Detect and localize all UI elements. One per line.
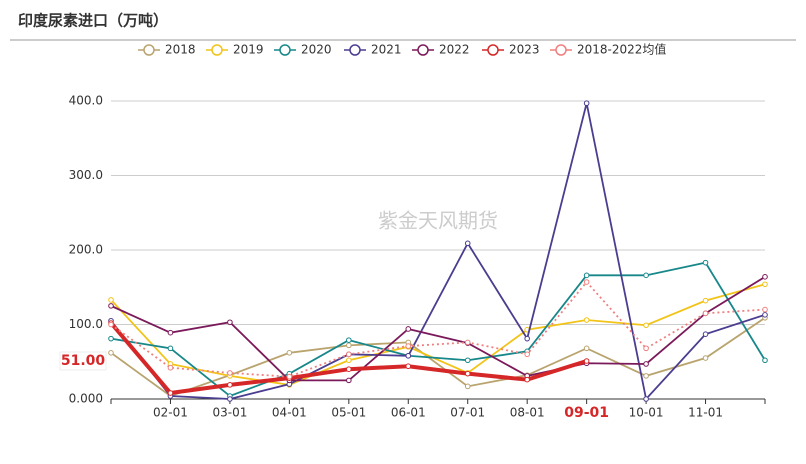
point (405, 343, 412, 349)
point (405, 363, 412, 370)
point (108, 303, 114, 309)
point (167, 329, 174, 336)
point (583, 279, 590, 285)
series-line (110, 283, 766, 386)
legend-marker (211, 44, 223, 56)
point (346, 357, 352, 364)
point (405, 352, 412, 359)
legend-label: 2018 (165, 43, 196, 57)
legend-label: 2022 (439, 43, 470, 57)
x-tick-label: 10-01 (629, 406, 664, 420)
point (167, 390, 174, 396)
point (702, 310, 709, 317)
point (346, 351, 352, 358)
marker-box (59, 351, 107, 371)
point (583, 317, 590, 323)
point (167, 345, 174, 352)
x-tick-label: 07-01 (450, 406, 485, 420)
point (108, 297, 114, 303)
legend-label: 2023 (509, 43, 540, 57)
point (524, 335, 530, 342)
point (762, 306, 768, 313)
point (524, 351, 530, 358)
chart-title: 印度尿素进口（万吨） (18, 12, 168, 30)
legend-label: 2021 (371, 43, 402, 57)
point (405, 326, 412, 332)
point (464, 339, 471, 346)
x-tick-label: 03-01 (212, 406, 247, 420)
point (346, 377, 352, 384)
point (702, 297, 709, 304)
point (583, 272, 590, 279)
point (643, 361, 649, 367)
point (762, 274, 768, 280)
legend-marker (143, 44, 155, 56)
x-tick-label: 08-01 (510, 406, 545, 420)
legend-label: 2020 (301, 43, 332, 57)
x-tick-label: 11-01 (688, 406, 723, 420)
y-tick-label: 100.0 (69, 317, 103, 331)
legend-marker (349, 44, 361, 56)
point (464, 357, 471, 364)
point (227, 396, 233, 402)
series-line (110, 317, 766, 398)
point (583, 345, 590, 352)
legend-marker (279, 44, 291, 56)
x-tick-label: 09-01 (564, 405, 609, 421)
point (464, 383, 471, 390)
legend-marker (417, 44, 429, 56)
legend-label: 2019 (233, 43, 264, 57)
marker-label: 51.00 (61, 353, 106, 369)
x-tick-label: 04-01 (272, 406, 307, 420)
series-line (110, 276, 766, 382)
point (346, 337, 352, 343)
y-tick-label: 300.0 (69, 168, 103, 182)
point (108, 321, 114, 328)
series-line (110, 280, 766, 378)
y-tick-label: 400.0 (69, 94, 103, 108)
point (643, 396, 649, 402)
legend-marker (555, 44, 567, 56)
point (346, 366, 352, 373)
point (524, 376, 530, 383)
watermark: 紫金天风期货 (378, 209, 498, 233)
point (643, 322, 649, 329)
point (286, 373, 293, 380)
point (464, 240, 471, 247)
point (227, 319, 233, 326)
point (762, 281, 768, 288)
point (108, 350, 114, 356)
point (643, 272, 649, 279)
point (702, 259, 709, 266)
series-line (110, 103, 766, 401)
y-tick-label: 0.000 (69, 392, 103, 406)
x-tick-label: 05-01 (331, 406, 366, 420)
point (643, 373, 649, 379)
point (464, 370, 471, 377)
legend-label: 2018-2022均值 (577, 42, 666, 57)
point (643, 345, 649, 352)
point (762, 357, 768, 364)
point (227, 370, 233, 376)
x-tick-label: 02-01 (153, 406, 188, 420)
point (583, 358, 590, 364)
point (227, 382, 233, 388)
point (762, 312, 768, 318)
point (346, 342, 352, 349)
y-tick-label: 200.0 (69, 243, 103, 257)
x-tick-label: 06-01 (391, 406, 426, 420)
point (702, 355, 709, 361)
point (702, 331, 709, 337)
point (167, 364, 174, 371)
legend-marker (487, 44, 499, 56)
point (286, 350, 293, 356)
point (583, 100, 590, 107)
point (108, 335, 114, 342)
